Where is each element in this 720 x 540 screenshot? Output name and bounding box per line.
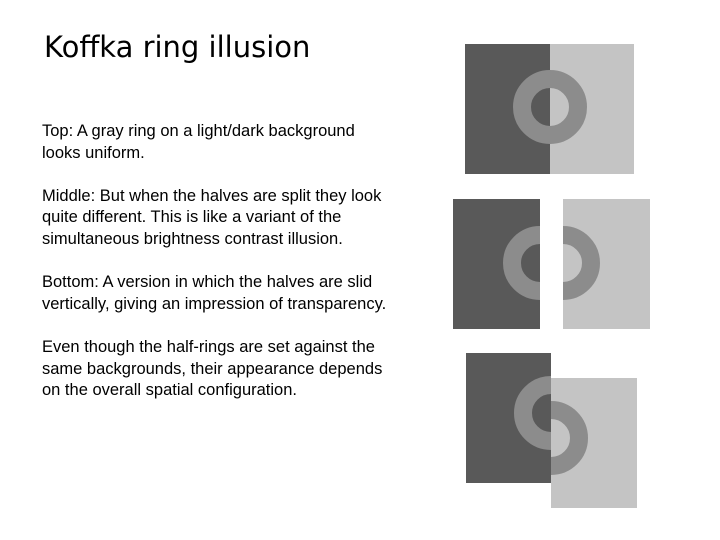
dark-background-half <box>453 199 540 329</box>
text-line: vertically, giving an impression of tran… <box>42 294 387 313</box>
description-text: Top: A gray ring on a light/dark backgro… <box>42 121 432 423</box>
slide-title: Koffka ring illusion <box>44 30 311 64</box>
text-line: Middle: But when the halves are split th… <box>42 186 382 205</box>
gray-ring <box>513 70 587 144</box>
illusion-figures <box>440 30 680 520</box>
text-line: same backgrounds, their appearance depen… <box>42 359 383 378</box>
right-half-ring <box>563 226 600 300</box>
paragraph-bottom: Bottom: A version in which the halves ar… <box>42 272 432 315</box>
right-half-ring <box>551 401 588 475</box>
koffka-top-figure <box>465 44 634 174</box>
koffka-middle-figure <box>453 199 650 329</box>
text-line: Top: A gray ring on a light/dark backgro… <box>42 122 355 140</box>
text-line: on the overall spatial configuration. <box>42 381 297 400</box>
illusion-svg <box>453 44 650 508</box>
dark-background-half <box>465 44 550 174</box>
text-line: Bottom: A version in which the halves ar… <box>42 273 373 292</box>
text-line: looks uniform. <box>42 143 145 162</box>
light-background-half <box>551 378 637 508</box>
dark-background-half <box>466 353 551 483</box>
text-line: quite different. This is like a variant … <box>42 208 342 227</box>
text-line: Even though the half-rings are set again… <box>42 337 375 356</box>
paragraph-middle: Middle: But when the halves are split th… <box>42 186 432 251</box>
light-background-half <box>563 199 650 329</box>
paragraph-conclusion: Even though the half-rings are set again… <box>42 337 432 402</box>
left-half-ring <box>514 376 551 450</box>
koffka-bottom-figure <box>466 353 637 508</box>
text-line: simultaneous brightness contrast illusio… <box>42 229 343 248</box>
light-background-half <box>550 44 634 174</box>
left-half-ring <box>503 226 540 300</box>
paragraph-top: Top: A gray ring on a light/dark backgro… <box>42 121 432 164</box>
